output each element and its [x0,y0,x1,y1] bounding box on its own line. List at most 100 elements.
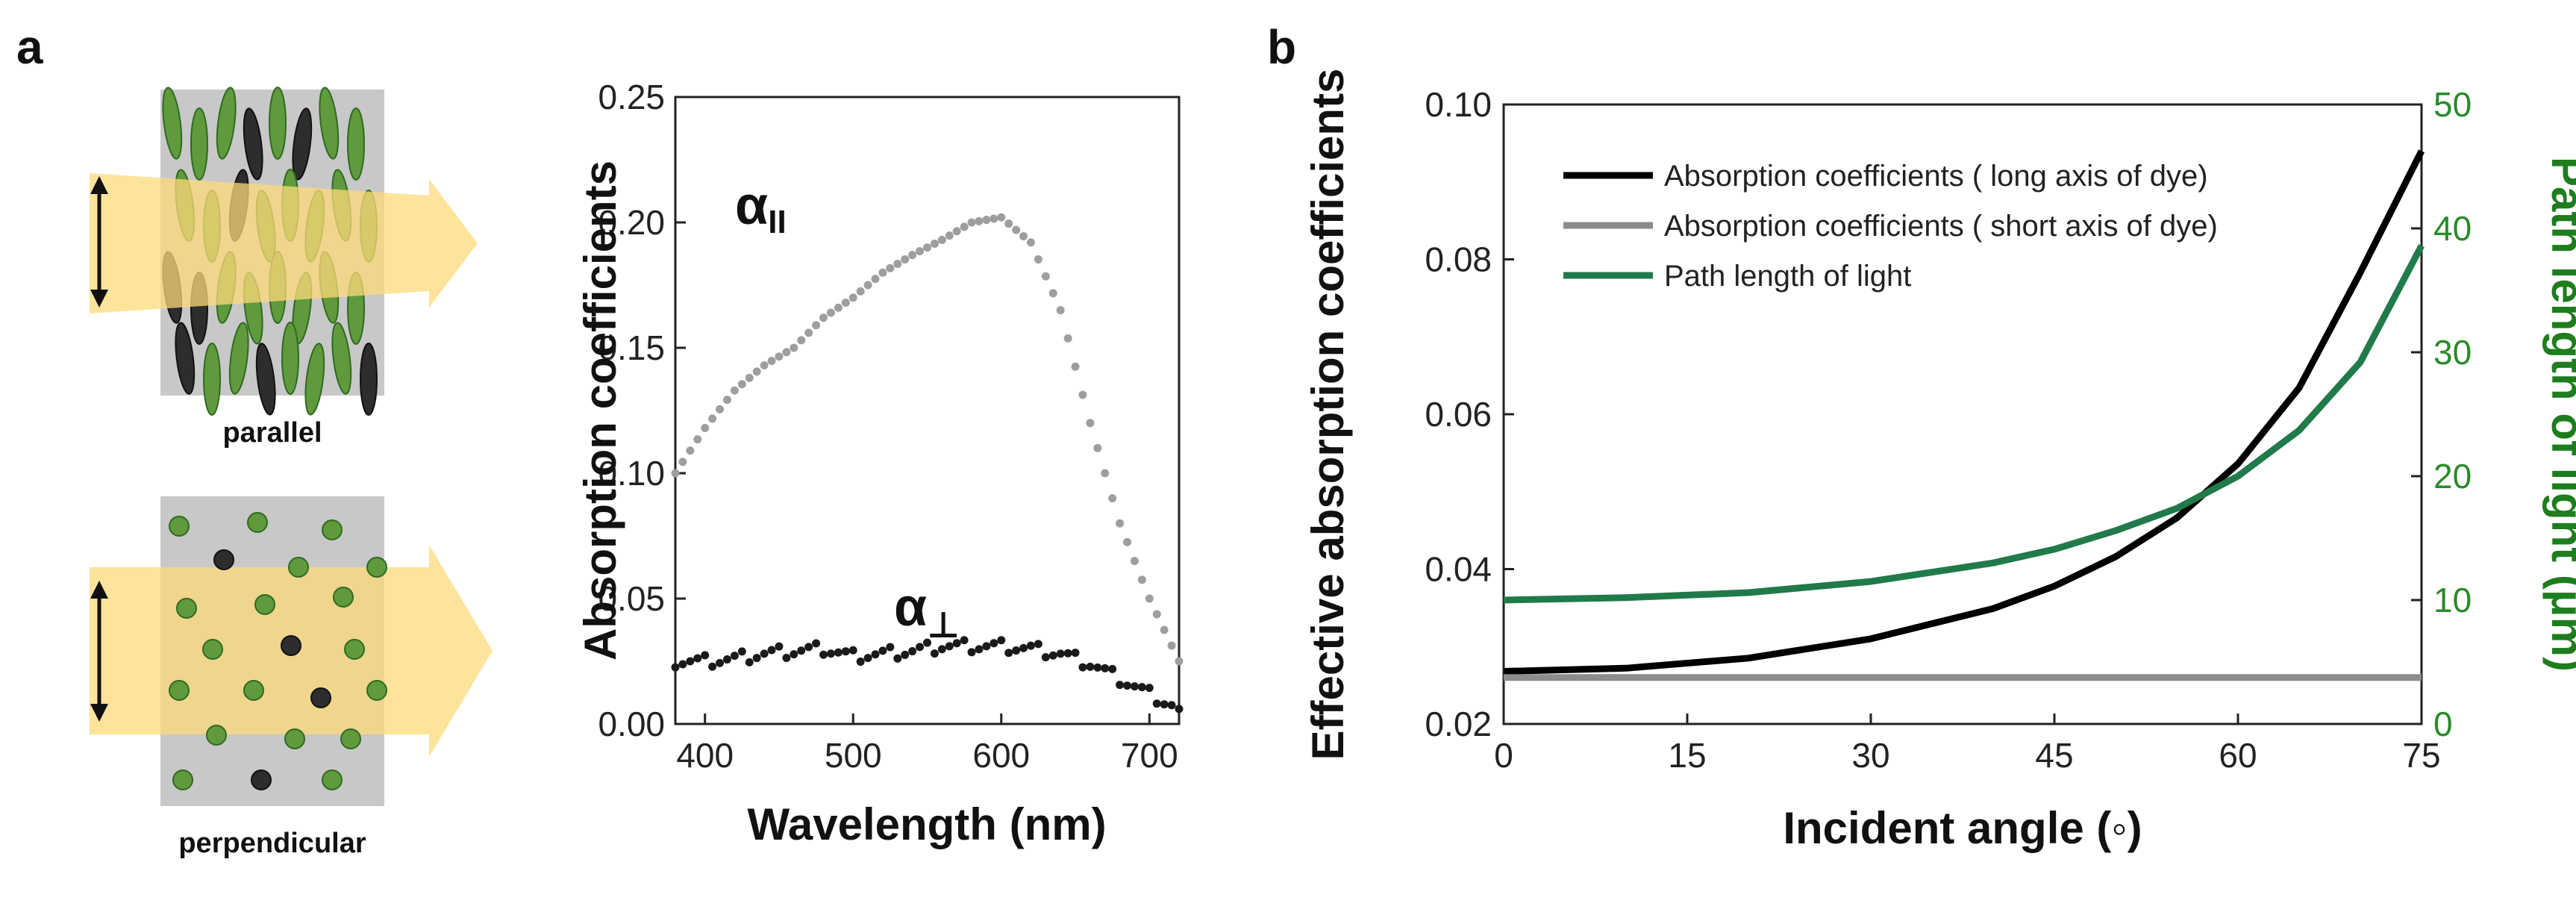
light-beam-arrow-parallel [90,173,478,313]
schematic-perpendicular: perpendicular [90,496,493,859]
series-path-length-line [1503,244,2425,604]
data-point [997,213,1006,222]
data-point [1041,272,1050,281]
data-point [760,361,769,370]
data-point [812,321,821,330]
dye-molecule [169,680,190,701]
dye-molecule [228,322,249,395]
data-point [819,313,828,322]
dye-molecule [190,107,208,181]
dye-molecule [206,725,227,746]
chart-b-y2-ticks: 0 10 20 30 40 50 [2411,85,2472,743]
data-point [871,650,880,659]
data-point [678,458,687,466]
data-point [863,654,872,663]
data-point [1071,649,1080,658]
data-point [930,649,939,658]
dye-molecule [347,107,365,181]
data-point [1145,594,1154,603]
data-point [1116,681,1125,690]
data-point [1167,641,1176,650]
data-point [716,405,725,413]
data-point [923,638,931,647]
x-tick-label: 60 [2219,736,2257,775]
legend-label-long-axis: Absorption coefficients ( long axis of d… [1664,160,2208,193]
chart-a-y-axis-label: Absorption coefficients [575,160,625,661]
data-point [982,642,991,651]
data-point [1056,306,1065,315]
data-point [1078,390,1087,399]
chart-b-plot-frame [1502,103,2423,725]
data-point [737,647,746,656]
data-point [1086,419,1095,428]
data-point [1078,663,1087,672]
data-point [863,281,872,290]
y2-tick-label: 40 [2433,209,2472,248]
chart-b-y2-axis-label: Path length of light (μm) [2542,157,2576,672]
data-point [722,655,731,664]
data-point [937,645,946,654]
data-point [990,214,998,223]
data-point [782,653,791,662]
data-point [1041,653,1050,662]
data-point [908,251,917,260]
dye-molecule [203,343,221,416]
alpha-perpendicular-annotation: α⊥ [894,578,960,646]
data-point [834,648,842,657]
data-point [886,263,895,272]
dye-molecule [254,594,275,615]
data-point [937,236,946,245]
y-tick-label: 0.08 [1425,240,1492,279]
data-point [841,299,850,307]
data-point [1063,649,1072,658]
data-point [908,647,917,656]
data-point [1026,641,1035,650]
dye-molecule [281,635,301,656]
dye-molecule [202,639,223,660]
dye-molecule [304,343,325,416]
data-point [1160,625,1169,634]
data-point [737,380,746,389]
panel-label-b: b [1267,20,1296,74]
data-point [1116,519,1125,528]
data-point [804,643,813,652]
data-point [1108,664,1117,673]
data-point [945,642,954,651]
data-point [826,649,835,658]
data-point [967,218,976,227]
data-point [1019,643,1028,652]
polarization-arrowhead-down [90,704,108,722]
data-point [901,650,910,659]
data-point [701,651,710,660]
data-point [730,386,739,395]
dye-molecule [310,687,331,708]
data-point [1056,649,1065,658]
data-point [975,216,984,225]
dye-molecules-perpendicular [169,512,387,790]
data-point [1137,683,1146,692]
data-point [797,336,806,345]
polarization-arrowhead-up [90,176,108,194]
y-tick-label: 0.00 [598,705,665,743]
data-point [848,646,857,655]
data-point [693,435,702,444]
data-point [716,658,725,667]
dye-molecule [176,598,197,619]
data-point [1063,334,1072,343]
chart-a-x-axis-label: Wavelength (nm) [747,799,1106,849]
y2-tick-label: 50 [2433,85,2472,124]
dye-molecule [344,639,365,660]
dye-molecule [292,107,313,181]
dye-molecule [172,769,193,790]
data-point [1012,225,1021,234]
y-tick-label: 0.10 [1425,85,1492,124]
data-point [752,654,761,663]
data-point [790,343,798,352]
data-point [1034,640,1042,649]
data-point [760,649,769,658]
dye-molecule [281,322,299,395]
data-point [856,287,865,296]
polarization-arrowhead-up [90,581,108,599]
x-tick-label: 600 [972,736,1030,775]
data-point [1175,705,1184,714]
